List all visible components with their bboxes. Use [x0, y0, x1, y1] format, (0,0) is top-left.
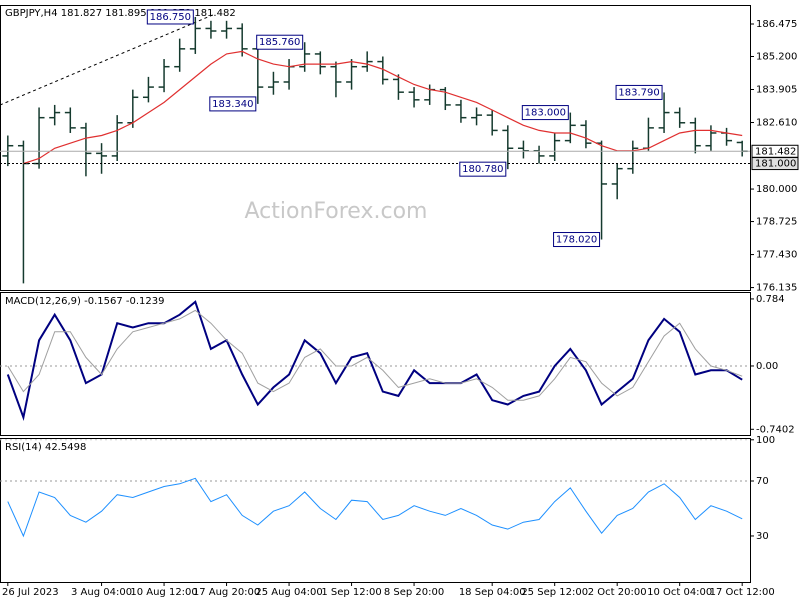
- y-tick-label: 183.905: [756, 85, 797, 96]
- y-tick-label: 0.00: [756, 361, 778, 372]
- annotation-label: 183.790: [618, 87, 659, 98]
- series-line: [7, 309, 743, 401]
- pane-frame: [0, 292, 751, 436]
- y-tick-label: -0.7402: [756, 424, 795, 435]
- annotation-box: [256, 34, 304, 50]
- pane-title: MACD(12,26,9) -0.1567 -0.1239: [5, 296, 165, 307]
- y-tick-label: 186.475: [756, 19, 797, 30]
- x-tick-label: 3 Aug 04:00: [71, 587, 132, 598]
- pane-frame: [0, 438, 751, 583]
- y-tick-label: 100: [756, 435, 775, 446]
- header: GBPJPY,H4 181.827 181.895 181.278 181.48…: [5, 8, 236, 19]
- x-tick-label: 25 Aug 04:00: [255, 587, 322, 598]
- y-tick-label: 180.000: [756, 184, 797, 195]
- annotation-label: 186.750: [150, 12, 191, 23]
- annotation-label: 183.340: [212, 99, 253, 110]
- annotation-box: [459, 161, 507, 177]
- y-tick-label: 176.135: [756, 283, 797, 294]
- watermark: ActionForex.com: [245, 199, 428, 224]
- x-tick-label: 1 Sep 12:00: [321, 587, 381, 598]
- annotation-box: [553, 232, 601, 248]
- x-tick-label: 18 Sep 04:00: [459, 587, 526, 598]
- y-tick-label: 177.430: [756, 250, 797, 261]
- price-box: [751, 157, 799, 171]
- y-tick-label: 30: [756, 531, 769, 542]
- x-tick-label: 26 Jul 2023: [2, 587, 59, 598]
- annotation-box: [146, 9, 194, 25]
- support-label: 181.000: [755, 159, 796, 170]
- pane-title: RSI(14) 42.5498: [5, 442, 86, 453]
- y-tick-label: 185.200: [756, 51, 797, 62]
- y-tick-label: 0.784: [756, 294, 785, 305]
- annotation-box: [521, 105, 569, 121]
- y-tick-label: 178.725: [756, 217, 797, 228]
- annotation-box: [209, 96, 257, 112]
- x-tick-label: 10 Aug 12:00: [130, 587, 197, 598]
- series-line: [6, 300, 743, 421]
- x-tick-label: 8 Sep 20:00: [384, 587, 444, 598]
- current-price-label: 181.482: [755, 146, 796, 157]
- annotation-label: 185.760: [259, 37, 300, 48]
- x-tick-label: 25 Sep 12:00: [521, 587, 588, 598]
- y-tick-label: 182.610: [756, 118, 797, 129]
- annotation-label: 180.780: [462, 164, 503, 175]
- annotation-box: [615, 84, 663, 100]
- trend-line: [0, 13, 216, 106]
- annotation-label: 178.020: [556, 235, 597, 246]
- x-tick-label: 2 Oct 20:00: [588, 587, 647, 598]
- y-tick-label: 70: [756, 476, 769, 487]
- x-tick-label: 17 Aug 20:00: [193, 587, 260, 598]
- x-tick-label: 10 Oct 04:00: [647, 587, 712, 598]
- series-line: [7, 477, 743, 538]
- annotation-label: 183.000: [525, 108, 566, 119]
- pane-frame: [0, 5, 751, 291]
- x-tick-label: 17 Oct 12:00: [710, 587, 775, 598]
